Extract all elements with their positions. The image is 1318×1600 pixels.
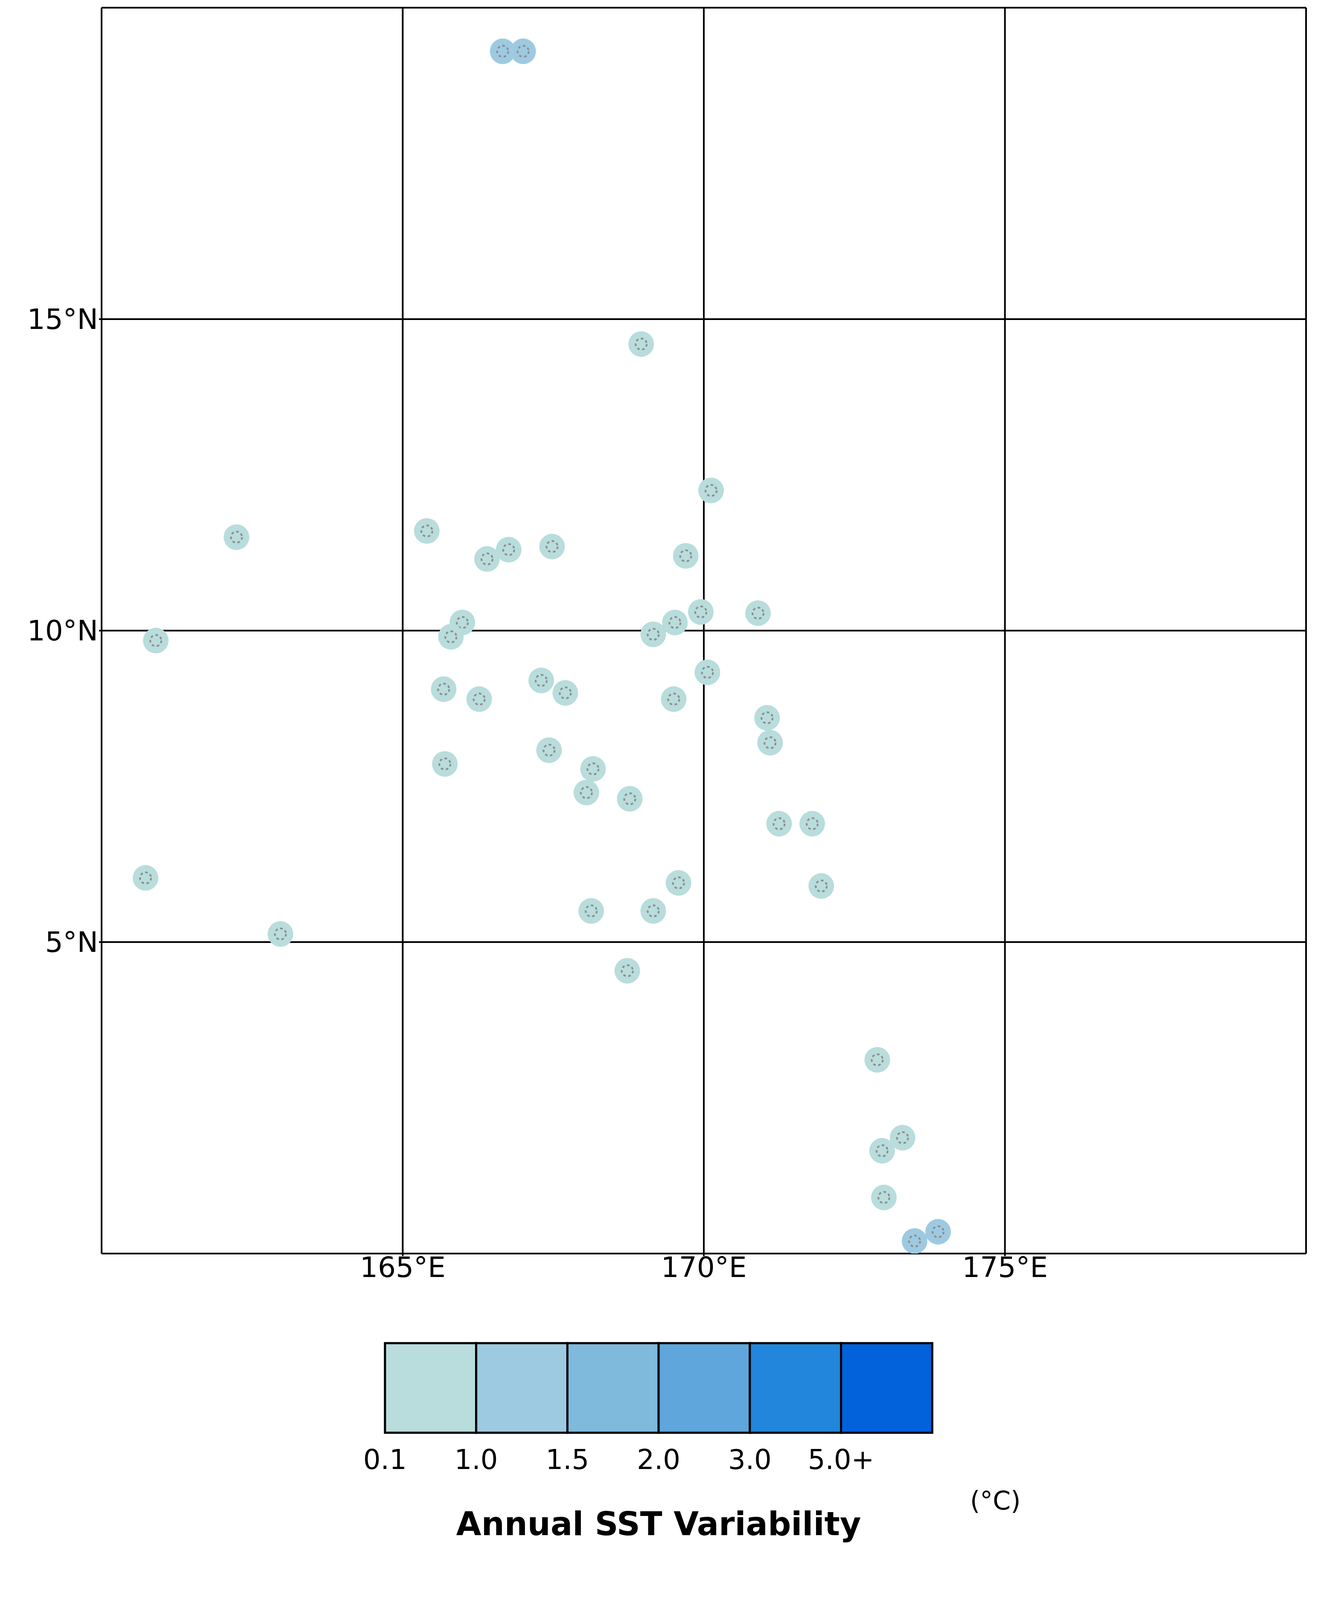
svg-text:5.0+: 5.0+ [807, 1444, 875, 1476]
svg-text:170°E: 170°E [661, 1251, 747, 1285]
svg-text:3.0: 3.0 [728, 1444, 772, 1476]
svg-text:(°C): (°C) [970, 1486, 1021, 1517]
svg-text:2.0: 2.0 [636, 1444, 681, 1476]
svg-text:15°N: 15°N [27, 303, 99, 336]
svg-text:10°N: 10°N [27, 614, 99, 648]
svg-text:Annual SST Variability: Annual SST Variability [456, 1505, 861, 1544]
svg-text:165°E: 165°E [359, 1251, 446, 1285]
svg-text:175°E: 175°E [962, 1251, 1048, 1285]
svg-text:1.5: 1.5 [545, 1444, 590, 1476]
svg-text:1.0: 1.0 [454, 1444, 499, 1476]
svg-text:5°N: 5°N [45, 926, 99, 960]
svg-text:0.1: 0.1 [363, 1444, 407, 1476]
